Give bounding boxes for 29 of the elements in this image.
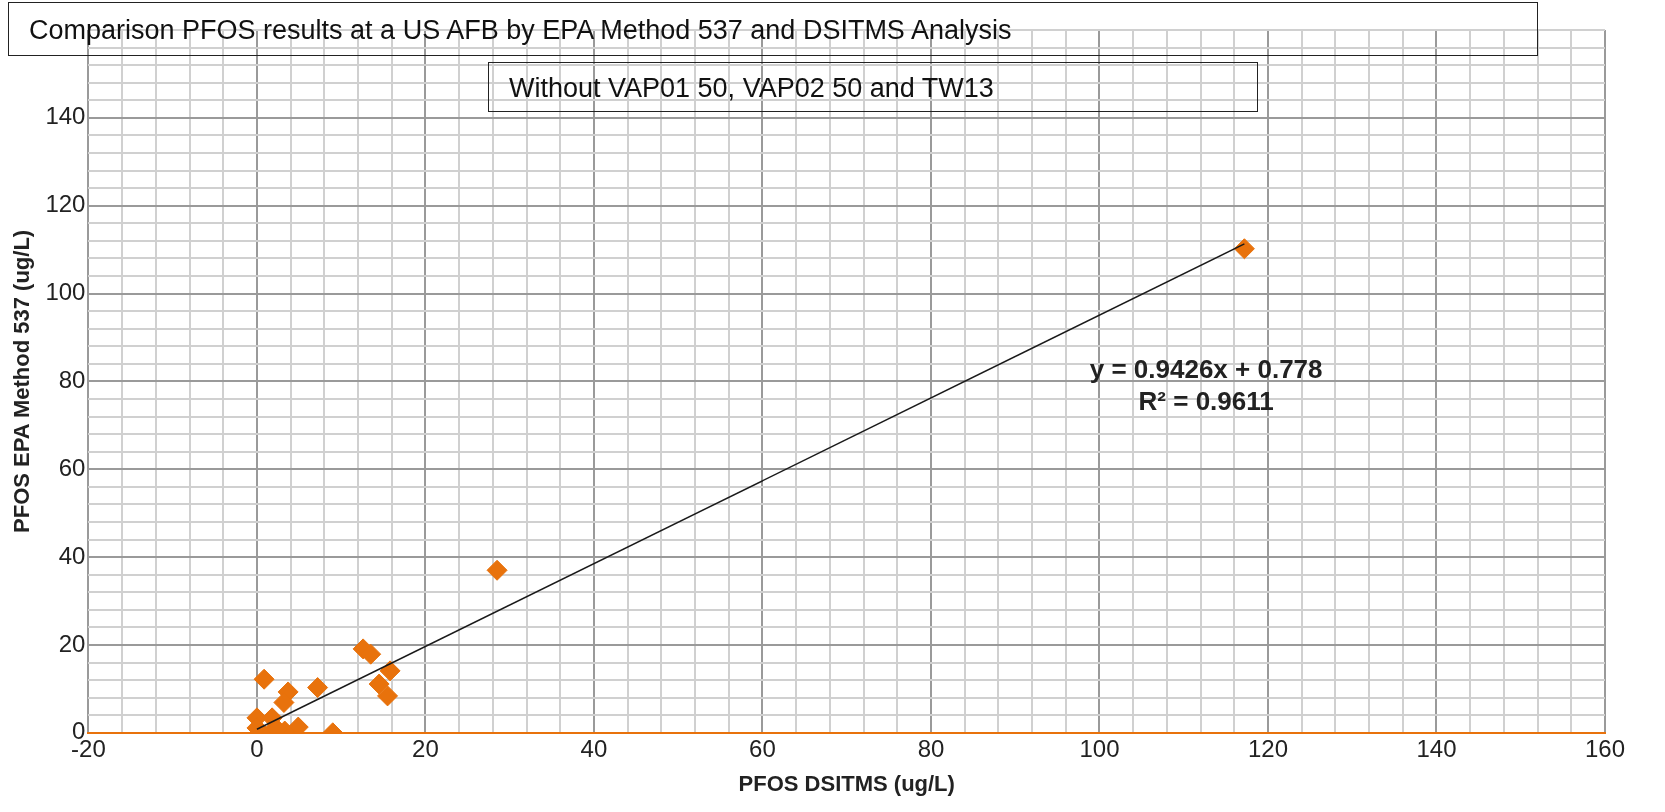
x-tick-label: 40: [580, 734, 608, 762]
y-tick-label: 120: [45, 190, 86, 218]
x-tick-label: 0: [250, 734, 264, 762]
y-tick-label: 40: [58, 541, 86, 569]
point: [307, 677, 329, 699]
y-tick-label: 20: [58, 629, 86, 657]
annotation: y = 0.9426x + 0.778: [1089, 354, 1323, 385]
x-tick-label: 100: [1079, 734, 1120, 762]
x-tick-label: 60: [749, 734, 776, 762]
point: [377, 685, 399, 707]
point: [486, 559, 508, 581]
y-axis-title: PFOS EPA Method 537 (ug/L): [9, 229, 35, 533]
x-tick-label: 160: [1584, 734, 1626, 762]
point: [368, 673, 390, 695]
y-tick-label: 60: [58, 453, 86, 481]
x-axis-title: PFOS DSITMS (ug/L): [738, 770, 955, 796]
point: [1233, 238, 1255, 260]
annotation: R² = 0.9611: [1138, 386, 1274, 417]
x-tick-label: 20: [412, 734, 439, 762]
y-tick-label: 140: [45, 102, 86, 130]
y-tick-label: 80: [58, 366, 86, 394]
point: [379, 660, 401, 682]
text: Without VAP01 50, VAP02 50 and TW13: [488, 62, 1258, 112]
chart-title: Comparison PFOS results at a US AFB by EPA Method 537 and DSITMS Analysis: [8, 2, 1538, 56]
x-tick-label: 80: [917, 734, 945, 762]
x-tick-label: 140: [1416, 734, 1457, 762]
point: [253, 668, 275, 690]
y-tick-label: 100: [45, 278, 86, 306]
x-tick-label: 120: [1247, 734, 1289, 762]
